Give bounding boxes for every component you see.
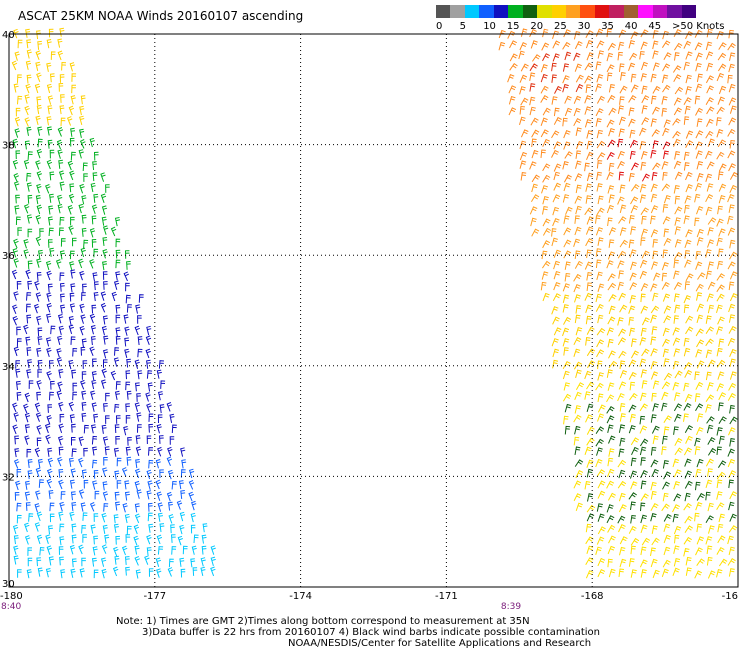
lat-tick-label: 36: [2, 251, 15, 262]
legend-swatch: [464, 5, 480, 18]
wind-barb-group: [11, 269, 186, 458]
wind-barb-group: [12, 126, 131, 271]
note-line-3: NOAA/NESDIS/Center for Satellite Applica…: [288, 638, 592, 649]
map-title: ASCAT 25KM NOAA Winds 20160107 ascending: [18, 9, 304, 23]
wind-barb-group: [529, 182, 738, 293]
wind-barb-group: [606, 138, 671, 182]
legend-swatch: [551, 5, 567, 18]
legend-label: 5: [459, 21, 466, 32]
lat-tick-label: 30: [2, 579, 15, 590]
legend-swatch: [479, 5, 495, 18]
legend-label: 0: [436, 21, 443, 32]
lat-tick-label: 40: [2, 30, 15, 41]
note-line-2: 3)Data buffer is 22 hrs from 20160107 4)…: [142, 627, 600, 638]
legend-label: 40: [624, 21, 638, 32]
legend-swatch: [580, 5, 596, 18]
lon-tick-label: -171: [435, 591, 458, 602]
wind-barb-group: [12, 511, 216, 579]
legend-swatch: [623, 5, 639, 18]
legend-swatch: [667, 5, 683, 18]
pass-time-label: 8:40: [1, 602, 21, 612]
legend-swatch: [652, 5, 668, 18]
swath-east: [498, 28, 738, 579]
lon-tick-label: -16: [722, 591, 738, 602]
legend-label: 20: [530, 21, 544, 32]
legend-swatch: [681, 5, 697, 18]
pass-time-label: 8:39: [501, 602, 521, 612]
wind-barb-group: [498, 28, 738, 183]
wind-barb-group: [529, 51, 584, 94]
legend-swatch: [566, 5, 581, 18]
map-frame: [8, 33, 739, 588]
legend-swatch: [450, 5, 466, 18]
legend-label: 15: [506, 21, 520, 32]
wind-barb-group: [562, 380, 738, 579]
legend-label: 45: [648, 21, 662, 32]
wind-barb-group: [13, 456, 197, 513]
lon-tick-label: -177: [143, 591, 166, 602]
swath-layer: [11, 27, 738, 579]
wind-barb-group: [11, 27, 86, 127]
legend-label: 10: [483, 21, 496, 32]
lon-tick-label: -180: [0, 591, 23, 602]
legend-swatch: [508, 5, 524, 18]
lat-tick-label: 38: [2, 141, 15, 152]
lon-tick-label: -174: [289, 591, 312, 602]
legend-label: 35: [601, 21, 614, 32]
legend-label: >50 Knots: [672, 21, 725, 32]
swath-west: [11, 27, 216, 579]
legend-swatch: [522, 5, 538, 18]
legend-swatch: [436, 5, 451, 18]
lat-tick-label: 32: [2, 472, 15, 483]
lat-tick-label: 34: [2, 362, 15, 373]
legend-swatch: [609, 5, 625, 18]
legend-swatch: [638, 5, 654, 18]
legend-swatch: [493, 5, 509, 18]
wind-speed-legend: 0 5 10 15 20 25 30 35 40 45 >50 Knots: [436, 5, 724, 35]
wind-barb-group: [542, 292, 738, 381]
legend-label: 30: [577, 21, 591, 32]
axis-labels: -180 -177 -174 -171 -168 -16 40 38 36 34 32 30 8:40 8…: [0, 30, 738, 612]
legend-swatch: [594, 5, 610, 18]
legend-label: 25: [554, 21, 567, 32]
wind-barb-group: [564, 402, 738, 524]
note-line-1: Note: 1) Times are GMT 2)Times along bot…: [116, 616, 530, 627]
legend-swatch: [537, 5, 553, 18]
grid-layer: [9, 34, 738, 587]
lon-tick-label: -168: [581, 591, 604, 602]
